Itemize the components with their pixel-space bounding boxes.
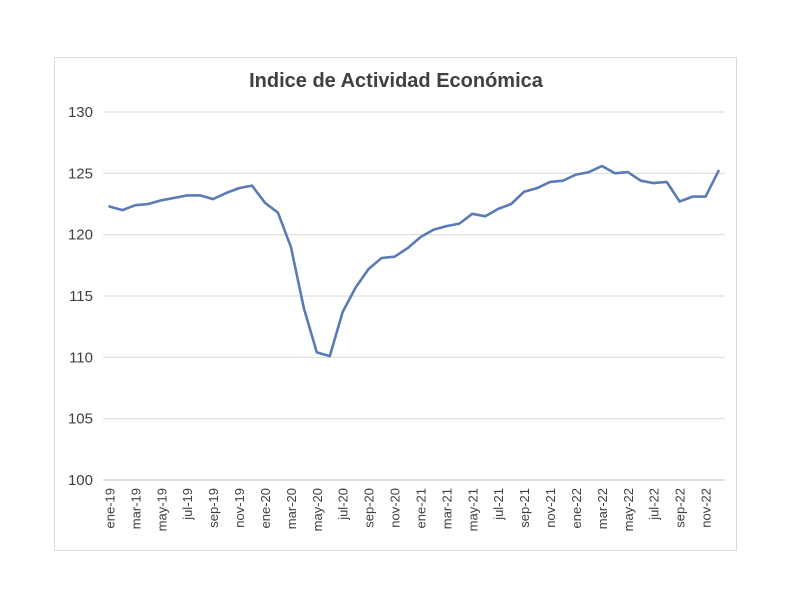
- x-tick-label: ene-20: [258, 488, 273, 528]
- y-tick-label: 100: [68, 472, 93, 489]
- series: [108, 164, 720, 358]
- y-tick-label: 130: [68, 104, 93, 121]
- x-tick-label: nov-22: [699, 488, 714, 528]
- x-tick-label: jul-19: [180, 488, 195, 521]
- x-tick-label: jul-20: [336, 488, 351, 521]
- x-tick-label: mar-19: [128, 488, 143, 529]
- y-tick-label: 120: [68, 227, 93, 244]
- y-tick-label: 105: [68, 411, 93, 428]
- y-axis-tick-labels: 100 105 110 115 120 125 130: [68, 104, 93, 489]
- x-tick-label: mar-20: [284, 488, 299, 529]
- x-tick-label: may-21: [465, 488, 480, 531]
- x-tick-label: ene-19: [102, 488, 117, 528]
- x-tick-label: sep-22: [673, 488, 688, 528]
- series-line: [108, 164, 720, 358]
- y-tick-label: 115: [69, 288, 93, 305]
- x-tick-label: may-20: [310, 488, 325, 531]
- x-tick-label: jul-21: [491, 488, 506, 521]
- x-tick-label: mar-21: [439, 488, 454, 529]
- gridlines: [103, 111, 725, 420]
- x-tick-label: mar-22: [595, 488, 610, 529]
- y-tick-label: 110: [69, 349, 93, 366]
- x-tick-label: may-22: [621, 488, 636, 531]
- chart-area: [54, 57, 737, 551]
- chart-title: Indice de Actividad Económica: [249, 70, 543, 92]
- x-tick-label: sep-19: [206, 488, 221, 528]
- x-tick-label: nov-20: [388, 488, 403, 528]
- x-tick-label: jul-22: [647, 488, 662, 521]
- y-tick-label: 125: [68, 165, 93, 182]
- x-tick-label: ene-21: [413, 488, 428, 528]
- x-tick-label: nov-21: [543, 488, 558, 528]
- x-tick-label: may-19: [154, 488, 169, 531]
- x-tick-label: nov-19: [232, 488, 247, 528]
- x-tick-label: ene-22: [569, 488, 584, 528]
- x-axis-tick-labels: ene-19 mar-19 may-19 jul-19 sep-19 nov-19 ene-…: [102, 488, 713, 531]
- x-tick-label: sep-20: [362, 488, 377, 528]
- x-tick-label: sep-21: [517, 488, 532, 528]
